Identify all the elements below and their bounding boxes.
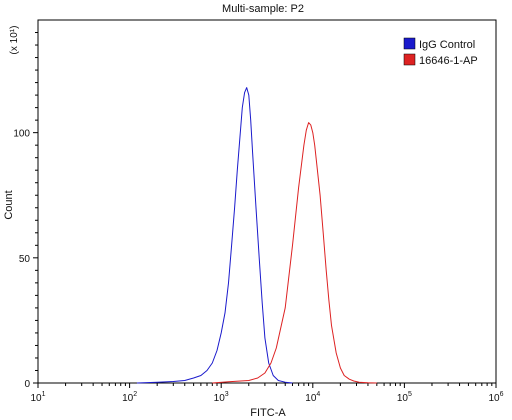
legend: IgG Control 16646-1-AP (403, 37, 478, 67)
x-tick-label: 106 (488, 391, 503, 404)
legend-label: 16646-1-AP (419, 55, 478, 67)
x-tick-label: 101 (30, 391, 45, 404)
legend-swatch (403, 53, 416, 66)
series-line-1 (136, 87, 293, 384)
y-axis-label: Count (3, 190, 15, 219)
y-tick-label: 50 (19, 254, 31, 265)
y-tick-label: 0 (24, 379, 30, 390)
x-tick-label: 102 (122, 391, 137, 404)
y-scale-note: (x 10¹) (9, 26, 20, 55)
chart-title: Multi-sample: P2 (222, 3, 304, 15)
x-tick-label: 105 (397, 391, 412, 404)
y-tick-label: 100 (13, 129, 30, 140)
x-tick-label: 104 (305, 391, 320, 404)
x-axis-label: FITC-A (250, 407, 286, 419)
series-lines (136, 87, 377, 384)
legend-swatch (403, 37, 416, 50)
x-tick-label: 103 (214, 391, 229, 404)
legend-label: IgG Control (419, 39, 475, 51)
series-line-2 (212, 122, 377, 384)
plot-area-frame (37, 19, 497, 384)
axis-ticks: 101 102 103 104 105 106 0 50 100 (13, 32, 504, 404)
